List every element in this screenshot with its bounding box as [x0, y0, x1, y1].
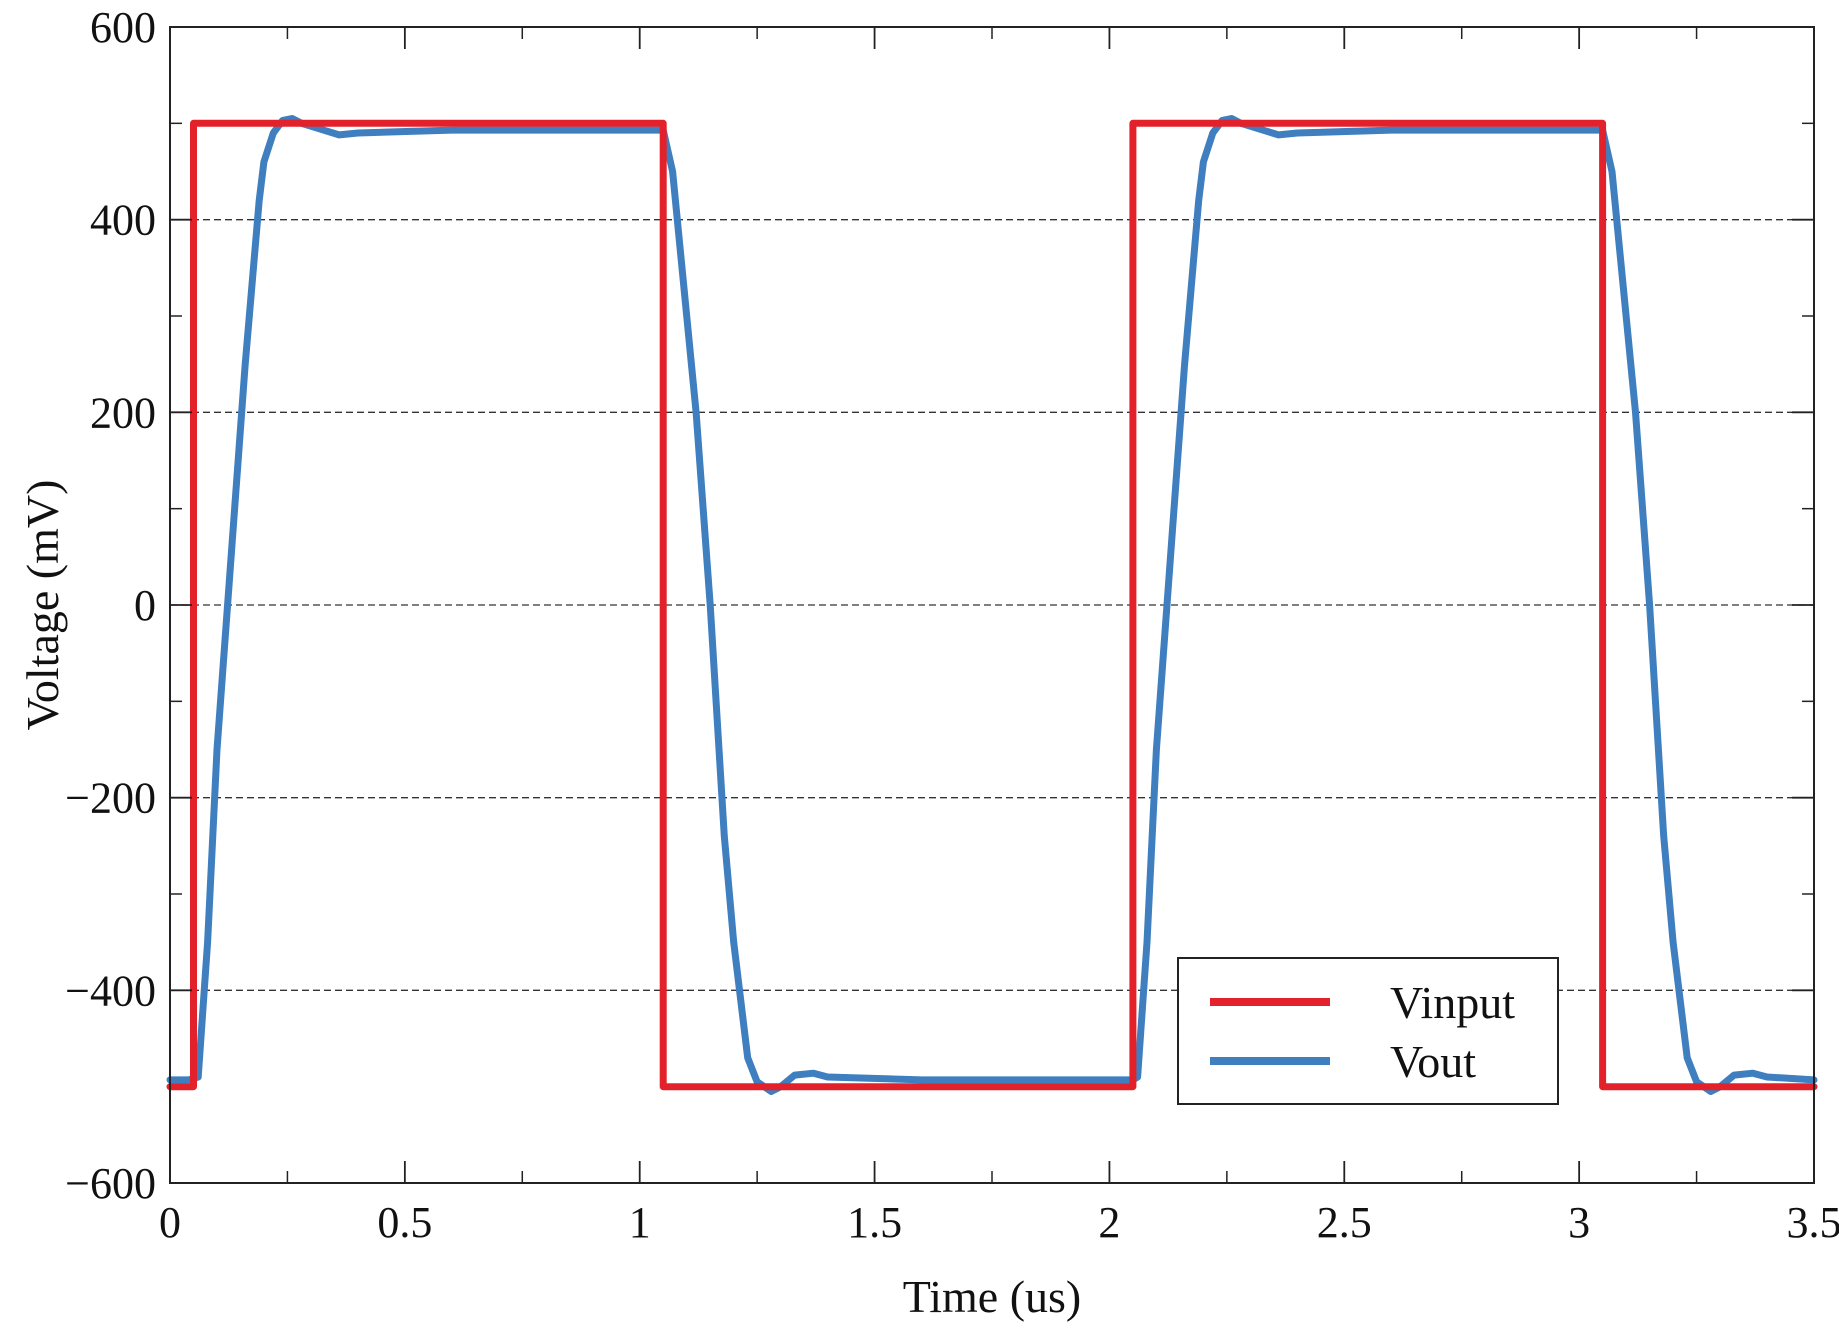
x-tick-label: 0.5 [377, 1198, 432, 1247]
y-axis-title: Voltage (mV) [17, 480, 68, 731]
x-axis-title: Time (us) [903, 1271, 1082, 1322]
y-axis-ticks: −600 −400 −200 0 200 400 600 [65, 3, 1814, 1208]
x-axis-ticks: 0 0.5 1 1.5 2 2.5 3 3.5 [159, 27, 1839, 1247]
y-tick-label: −600 [65, 1159, 156, 1208]
y-tick-label: 600 [90, 3, 156, 52]
x-tick-label: 0 [159, 1198, 181, 1247]
x-tick-label: 3.5 [1787, 1198, 1839, 1247]
y-tick-label: −400 [65, 966, 156, 1015]
minor-ticks [170, 27, 1814, 1183]
x-tick-label: 1.5 [847, 1198, 902, 1247]
legend-label-vout: Vout [1390, 1036, 1476, 1087]
legend-box [1177, 957, 1559, 1105]
x-tick-label: 2.5 [1317, 1198, 1372, 1247]
x-tick-label: 3 [1568, 1198, 1590, 1247]
y-tick-label: 200 [90, 388, 156, 437]
series-line-vinput [166, 119, 1818, 1091]
series-line-vout [166, 115, 1818, 1095]
y-tick-label: −200 [65, 774, 156, 823]
series-group [166, 115, 1818, 1095]
y-tick-label: 0 [134, 581, 156, 630]
x-tick-label: 2 [1098, 1198, 1120, 1247]
y-tick-label: 400 [90, 196, 156, 245]
legend-label-vinput: Vinput [1390, 977, 1515, 1028]
x-tick-label: 1 [629, 1198, 651, 1247]
legend: Vinput Vout [1177, 957, 1559, 1105]
